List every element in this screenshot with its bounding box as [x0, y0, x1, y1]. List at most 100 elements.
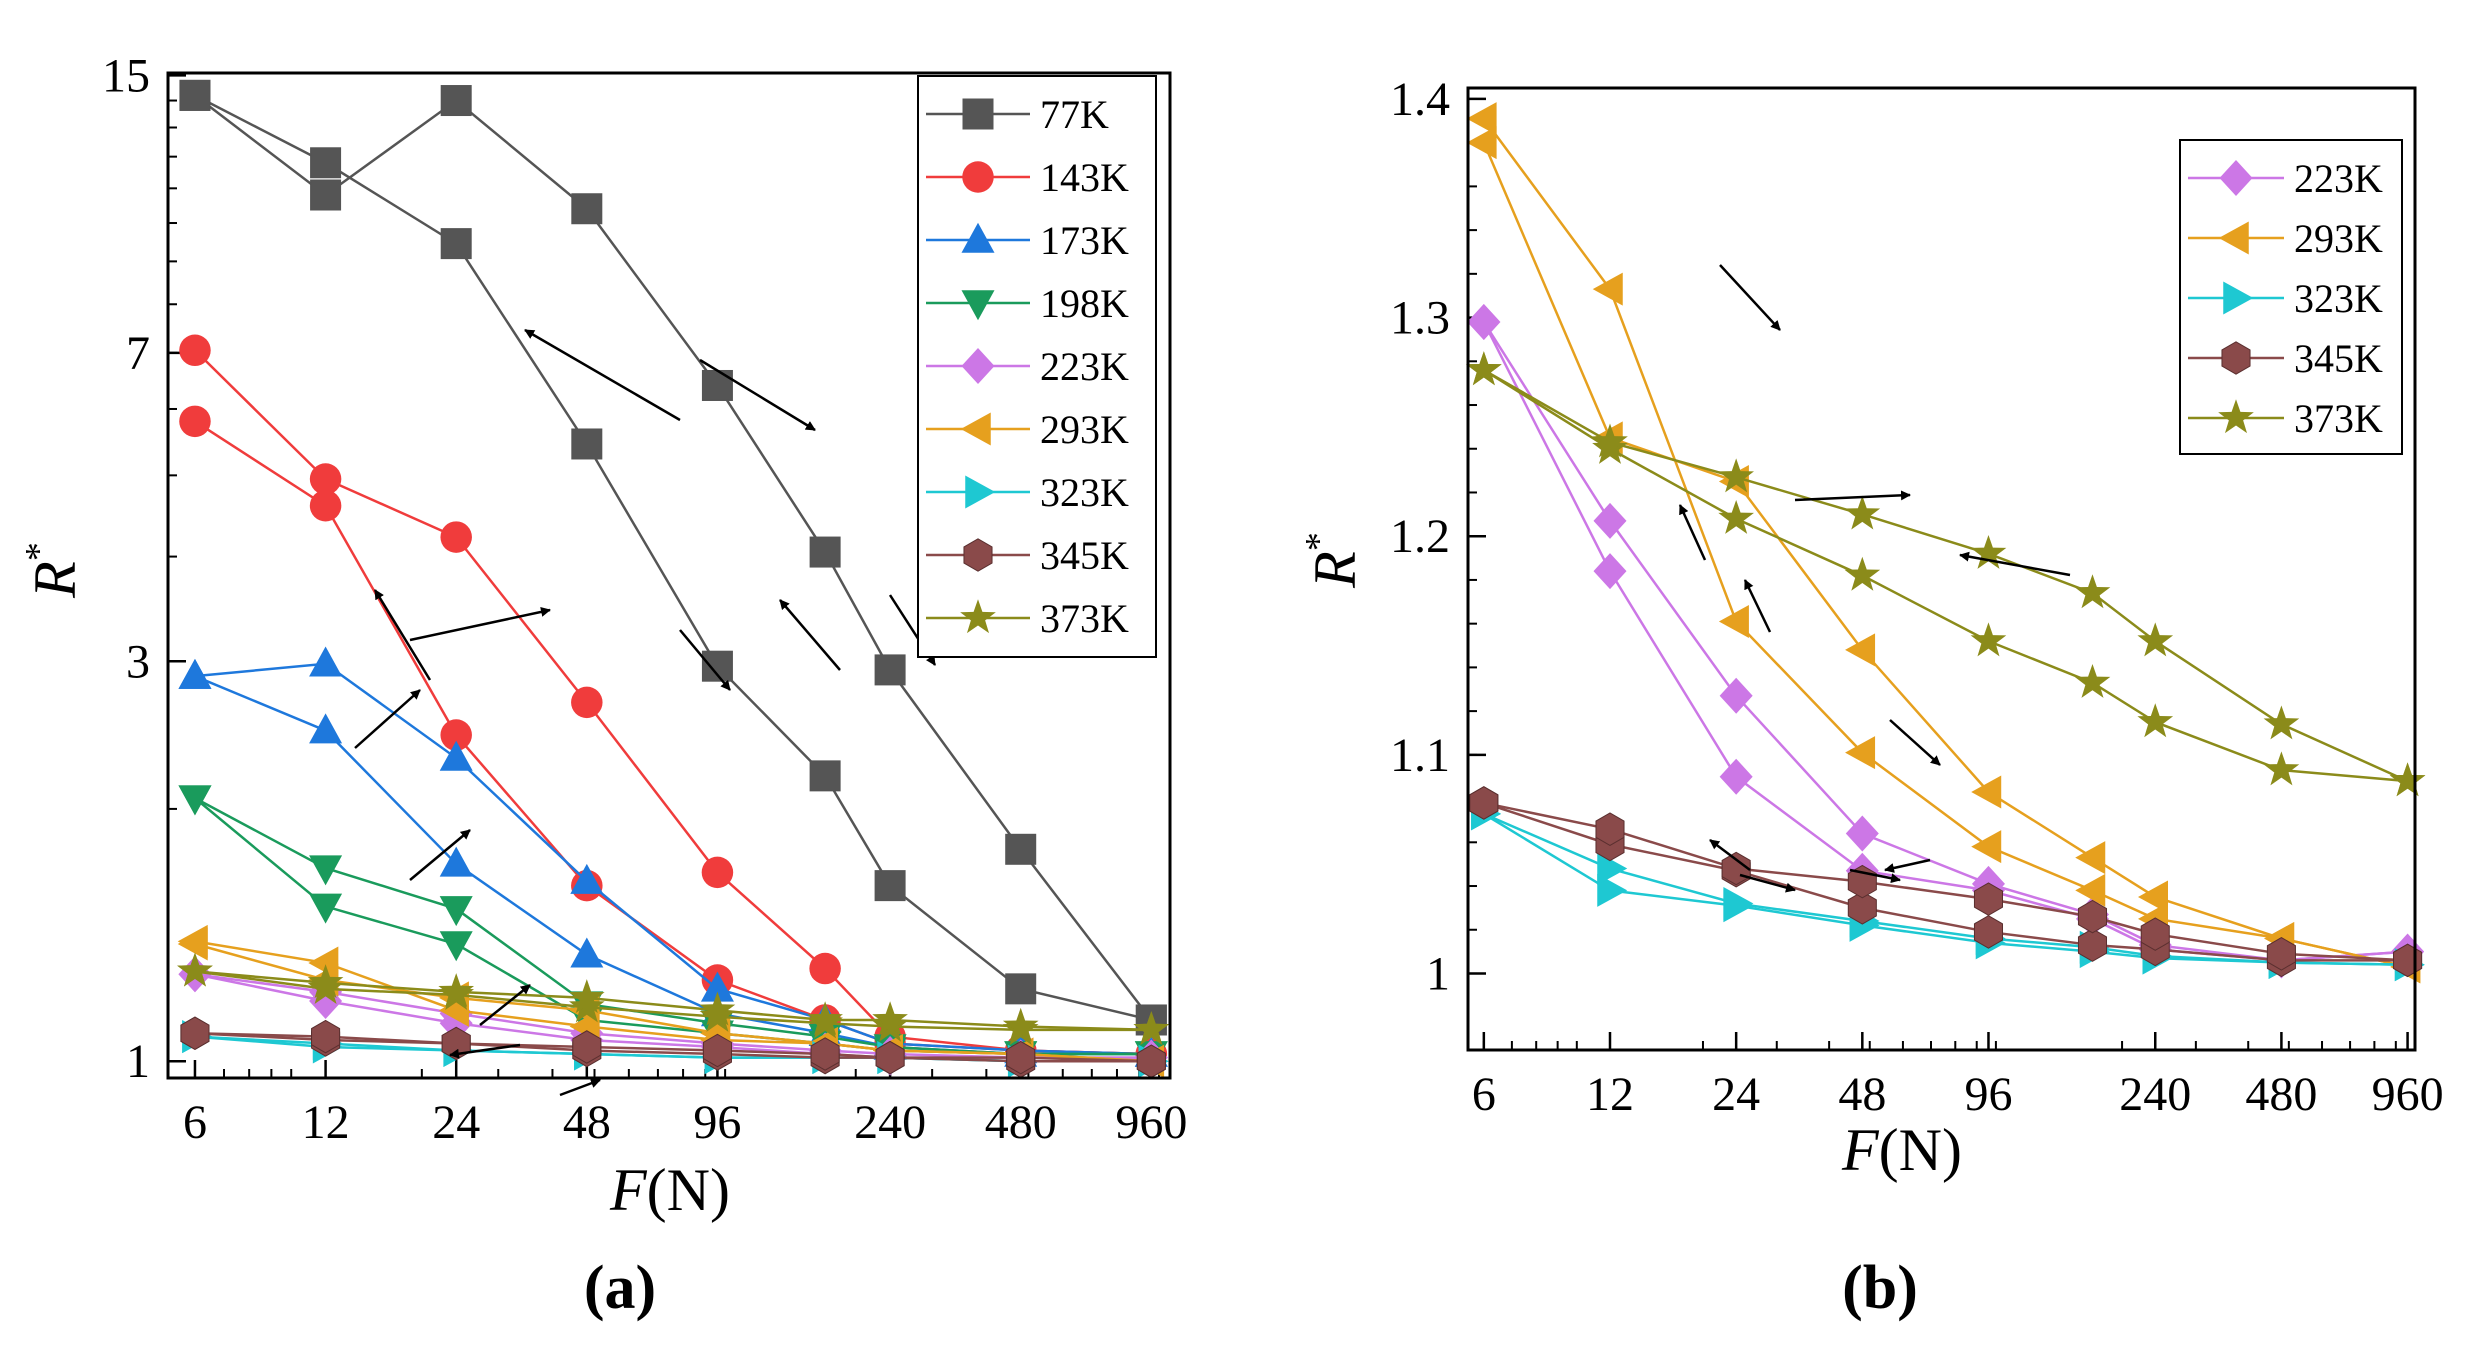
panel-b-legend-label: 345K: [2294, 336, 2383, 381]
panel-a-point-198K: [309, 855, 343, 886]
panel-a-x-tick-label: 240: [854, 1096, 926, 1149]
panel-a-point-77K: [1005, 833, 1037, 865]
panel-b-point-293K: [1592, 272, 1623, 306]
panel-b-direction-arrow: [1959, 551, 2071, 577]
panel-a-point-373K: [807, 1001, 843, 1036]
panel-a-point-77K: [1005, 973, 1037, 1005]
panel-b-point-373K: [1970, 622, 2007, 657]
panel-b-x-tick-label: 12: [1586, 1068, 1634, 1121]
panel-b-point-293K: [1845, 633, 1876, 667]
panel-a-point-373K: [1133, 1011, 1170, 1046]
panel-b-point-293K: [1466, 102, 1497, 136]
panel-a-x-tick-label: 48: [563, 1096, 611, 1149]
panel-a-point-77K: [440, 85, 472, 117]
panel-b-point-373K: [1466, 351, 1502, 386]
panel-a-point-345K: [875, 1040, 905, 1075]
panel-a-point-173K: [439, 846, 473, 877]
panel-a-legend-marker-293K: [960, 412, 991, 446]
panel-a-point-143K: [309, 463, 342, 495]
panel-b-point-373K: [1844, 556, 1881, 591]
panel-b-point-373K: [1718, 458, 1754, 493]
panel-a-direction-arrow: [373, 589, 432, 681]
panel-a-legend-label: 198K: [1040, 281, 1129, 326]
panel-a-y-tick-label: 7: [126, 327, 150, 380]
panel-a-direction-arrow: [524, 328, 681, 422]
panel-b-point-323K: [1597, 873, 1628, 907]
panel-a-direction-arrow: [679, 629, 731, 691]
panel-a-legend-label: 373K: [1040, 596, 1129, 641]
panel-a-point-345K: [180, 1016, 210, 1050]
panel-a-point-143K: [179, 334, 211, 367]
panel-b-point-323K: [1597, 852, 1628, 886]
panel-b-y-tick-label: 1.2: [1390, 510, 1450, 563]
panel-a-point-143K: [440, 521, 472, 553]
panel-a-point-198K: [439, 896, 473, 927]
panel-a-point-173K: [700, 971, 734, 1002]
panel-b-point-223K: [1593, 502, 1627, 539]
panel-a-point-373K: [872, 1001, 908, 1036]
panel-b-direction-arrow: [1739, 873, 1796, 893]
panel-b-legend: 223K 293K 323K 345K 373K: [2179, 139, 2403, 455]
panel-a-x-tick-label: 12: [302, 1096, 350, 1149]
panel-a-x-tick-label: 960: [1115, 1096, 1187, 1149]
panel-b-point-345K: [1469, 786, 1499, 820]
panel-a-legend-label: 223K: [1040, 344, 1129, 389]
panel-b-direction-arrow: [1743, 579, 1772, 633]
panel-b-x-tick-label: 24: [1712, 1068, 1760, 1121]
panel-b-legend-label: 293K: [2294, 216, 2383, 261]
panel-b-legend-marker-293K: [2218, 221, 2249, 255]
panel-b-point-345K: [2140, 917, 2170, 951]
panel-a-point-143K: [701, 856, 734, 889]
panel-b-legend-label: 323K: [2294, 276, 2383, 321]
panel-a-point-77K: [310, 147, 342, 179]
panel-a-legend-marker-345K: [963, 538, 993, 572]
panel-b-x-tick-label: 48: [1838, 1068, 1886, 1121]
panel-b-point-373K: [2137, 622, 2174, 657]
panel-b-point-293K: [1718, 604, 1749, 638]
panel-a-point-373K: [568, 979, 605, 1014]
panel-a-point-293K: [308, 946, 339, 980]
panel-b-x-tick-label: 960: [2372, 1068, 2444, 1121]
panel-a-x-tick-label: 96: [693, 1096, 741, 1149]
panel-a-point-143K: [571, 686, 603, 719]
panel-b-point-373K: [1844, 495, 1881, 530]
panel-a-direction-arrow: [354, 689, 421, 749]
panel-a-point-345K: [311, 1019, 341, 1054]
panel-a-point-173K: [570, 863, 604, 894]
panel-b-legend-marker-345K: [2221, 341, 2251, 375]
panel-b-direction-arrows: [1678, 264, 2071, 893]
panel-a-point-173K: [309, 713, 343, 744]
panel-a-point-77K: [179, 79, 211, 111]
panel-b-y-tick-label: 1: [1426, 947, 1450, 1000]
panel-a-series-373K: [177, 952, 1170, 1046]
panel-b-x-axis-title: F(N): [1841, 1117, 1962, 1183]
panel-a-direction-arrow: [449, 1043, 521, 1059]
panel-a-series-345K: [180, 1016, 1166, 1079]
panel-a-y-tick-label: 1: [126, 1035, 150, 1088]
panel-b-point-223K: [1467, 303, 1501, 340]
panel-b-point-223K: [1593, 553, 1627, 590]
panel-b-point-373K: [1970, 534, 2007, 569]
panel-b-point-373K: [2137, 703, 2174, 738]
panel-b-point-345K: [2077, 899, 2108, 934]
panel-a-legend-label: 77K: [1040, 92, 1109, 137]
panel-b-y-tick-label: 1.1: [1390, 729, 1450, 782]
panel-a-point-373K: [438, 973, 475, 1008]
panel-a-legend: 77K 143K 173K 198K 223K 293K 323K 345K 373K: [917, 75, 1157, 658]
panel-b-point-293K: [1845, 736, 1876, 770]
panel-a-point-345K: [1006, 1040, 1036, 1075]
panel-a-legend-marker-323K: [965, 475, 996, 509]
panel-b-point-345K: [2266, 937, 2296, 971]
panel-b-point-223K: [1719, 677, 1753, 714]
panel-a-point-143K: [179, 405, 211, 438]
panel-a-point-77K: [809, 760, 841, 792]
panel-b-x-tick-label: 96: [1964, 1068, 2012, 1121]
panel-b-point-373K: [2263, 751, 2300, 786]
panel-a-y-axis-title: R*: [18, 542, 88, 599]
panel-a-point-77K: [874, 654, 906, 686]
panel-b-series-345K: [1469, 786, 2423, 978]
panel-a-point-373K: [1002, 1007, 1039, 1042]
panel-a-point-198K: [178, 785, 212, 816]
panel-a-point-77K: [809, 536, 841, 568]
